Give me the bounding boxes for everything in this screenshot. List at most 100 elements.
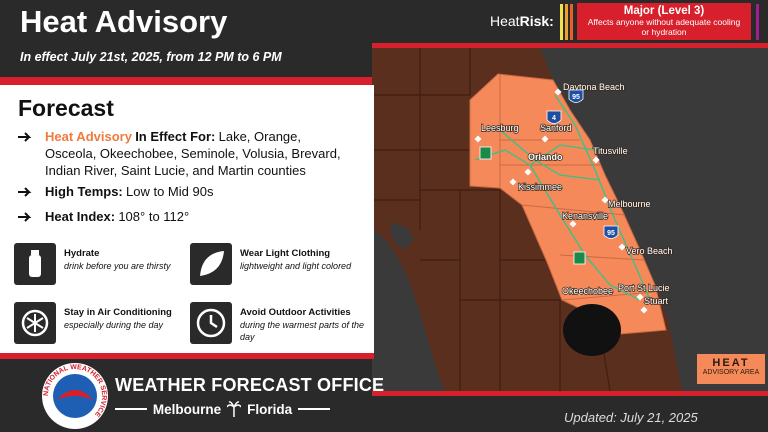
city-label: Okeechobee xyxy=(562,286,613,296)
red-band xyxy=(0,77,374,85)
city-marker xyxy=(509,178,517,186)
city-marker xyxy=(636,293,644,301)
city-label: Stuart xyxy=(644,296,669,306)
map-legend: HEAT ADVISORY AREA xyxy=(697,354,765,384)
city-label: Melbourne xyxy=(608,199,651,209)
icon-shape xyxy=(21,309,49,337)
city-marker xyxy=(592,156,600,164)
lake-okeechobee xyxy=(563,304,621,356)
tip-icon-box xyxy=(14,302,56,344)
risk-bar xyxy=(570,4,573,40)
map: Daytona Beach Leesburg Sanford Titusville Or… xyxy=(372,48,768,391)
tip-text: lightweight and light colored xyxy=(240,261,352,271)
city-marker xyxy=(524,168,532,176)
updated: Updated: July 21, 2025 xyxy=(564,410,698,425)
arrow-shape xyxy=(18,132,32,142)
arrow-shape xyxy=(18,187,32,197)
tip-text: drink before you are thirsty xyxy=(64,261,171,271)
city-marker xyxy=(618,243,626,251)
item-text: 108° to 112° xyxy=(118,209,190,224)
forecast-item: Heat Index: 108° to 112° xyxy=(45,208,355,225)
city-label: Titusville xyxy=(593,146,628,156)
office: WEATHER FORECAST OFFICE xyxy=(115,375,385,395)
tip-icon xyxy=(196,308,226,338)
heatrisk-description: Affects anyone without adequate cooling … xyxy=(587,17,741,37)
office-location: Melbourne Florida xyxy=(115,401,331,417)
forecast-item: Heat Advisory In Effect For: Lake, Orange,… xyxy=(45,128,355,179)
bullet-arrow xyxy=(18,132,32,142)
icon-shape xyxy=(29,255,41,277)
legend-subtitle: ADVISORY AREA xyxy=(702,369,760,376)
advisory-county-lines xyxy=(499,74,656,301)
tip-icon xyxy=(29,250,41,277)
tip-title: Avoid Outdoor Activities xyxy=(240,307,351,318)
city-marker xyxy=(640,306,648,314)
icon-shape xyxy=(209,315,218,329)
turnpike-shield xyxy=(479,146,492,160)
forecast-item: High Temps: Low to Mid 90s xyxy=(45,183,355,200)
office-state: Florida xyxy=(247,401,293,417)
red-band xyxy=(372,391,768,396)
item-highlight: Heat Advisory xyxy=(45,129,132,144)
bay xyxy=(390,222,414,250)
legend-title: HEAT xyxy=(712,357,750,369)
arrow-shape xyxy=(18,212,32,222)
city-marker xyxy=(474,135,482,143)
tip-icon xyxy=(200,251,224,276)
rule xyxy=(298,408,331,410)
city-label: Leesburg xyxy=(481,123,519,133)
city-marker xyxy=(569,220,577,228)
heatrisk-level: Major (Level 3) xyxy=(623,5,705,17)
shield-label: 4 xyxy=(552,115,556,122)
red-band xyxy=(0,353,374,359)
tip-text: during the warmest parts of the day xyxy=(240,320,365,342)
icon-shape xyxy=(31,250,39,255)
city-label: Vero Beach xyxy=(626,246,673,256)
tip-icon-box xyxy=(190,243,232,285)
city-marker xyxy=(601,196,609,204)
palm-icon xyxy=(227,401,242,417)
item-label: In Effect For: xyxy=(135,129,216,144)
shield xyxy=(568,89,584,103)
city-label: Kenansville xyxy=(562,211,608,221)
item-text: Low to Mid 90s xyxy=(126,184,214,199)
logo-bird xyxy=(57,390,93,400)
tip-title: Wear Light Clothing xyxy=(240,248,331,259)
county-lines xyxy=(372,48,611,391)
city-label: Kissimmee xyxy=(518,182,562,192)
item-label: High Temps: xyxy=(45,184,123,199)
tip-text: especially during the day xyxy=(64,320,164,330)
icon-shape xyxy=(26,314,44,332)
shield-label: 95 xyxy=(607,230,615,237)
city-label: Orlando xyxy=(528,152,563,162)
nws-logo: NATIONAL WEATHER SERVICE xyxy=(42,363,108,429)
forecast-title: Forecast xyxy=(18,95,114,121)
shield-label: 95 xyxy=(572,94,580,101)
icon-shape xyxy=(196,308,226,338)
shield xyxy=(546,110,562,124)
risk-bar xyxy=(565,4,568,40)
shield xyxy=(603,225,619,239)
heatrisk-label-regular: Heat xyxy=(490,13,520,29)
red-band xyxy=(372,43,768,48)
risk-bar xyxy=(756,4,759,40)
heatrisk-label: HeatRisk: xyxy=(490,13,554,29)
bullet-arrow xyxy=(18,212,32,222)
city-labels: Daytona Beach Leesburg Sanford Titusville Or… xyxy=(474,81,673,314)
risk-bar xyxy=(560,4,563,40)
highway-shields: 4 95 95 xyxy=(546,89,619,239)
heatrisk-box: Major (Level 3) Affects anyone without a… xyxy=(577,3,751,40)
city-marker xyxy=(554,88,562,96)
forecast-panel xyxy=(0,85,374,353)
city-marker xyxy=(576,288,584,296)
tip-icon-box xyxy=(14,243,56,285)
city-marker xyxy=(541,135,549,143)
item-label: Heat Index: xyxy=(45,209,116,224)
bullet-arrow xyxy=(18,187,32,197)
item-text: Lake, Orange, Osceola, Okeechobee, Semin… xyxy=(45,129,341,178)
city-label: Daytona Beach xyxy=(563,82,625,92)
subtitle: In effect July 21st, 2025, from 12 PM to… xyxy=(20,50,282,64)
tip-title: Stay in Air Conditioning xyxy=(64,307,172,318)
